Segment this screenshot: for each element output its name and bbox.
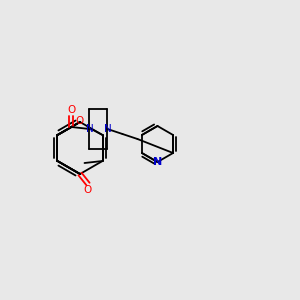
Text: O: O	[76, 116, 84, 126]
Text: N: N	[85, 124, 93, 134]
Text: N: N	[153, 157, 162, 167]
Text: N: N	[103, 124, 111, 134]
Text: O: O	[84, 185, 92, 195]
Text: O: O	[68, 105, 76, 115]
